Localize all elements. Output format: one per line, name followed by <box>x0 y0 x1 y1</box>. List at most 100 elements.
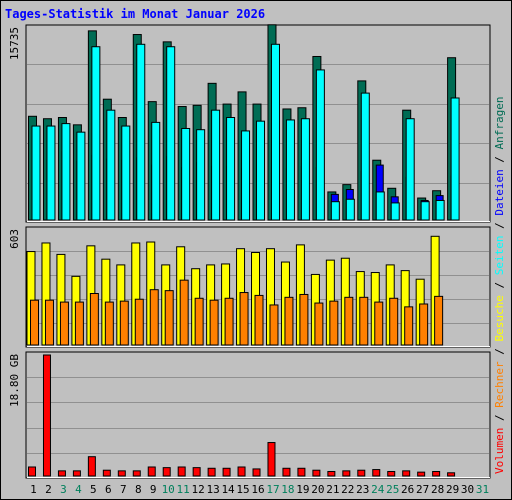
bar-volumen-day-21 <box>327 470 336 477</box>
bar-rechner-day-1 <box>30 299 39 346</box>
x-tick-label-day-14: 14 <box>221 483 235 496</box>
y-axis-max-labels: 15735 603 18.80 GB <box>8 27 21 407</box>
bar-rechner-day-10 <box>164 290 174 346</box>
bar-seiten-day-17 <box>270 43 280 221</box>
x-tick-label-day-12: 12 <box>192 483 205 496</box>
x-tick-label-day-7: 7 <box>120 483 127 496</box>
bar-volumen-day-6 <box>102 469 111 477</box>
x-tick-label-day-27: 27 <box>416 483 429 496</box>
legend-separator: / <box>493 408 506 428</box>
x-axis-tick-labels: 1 2 3 4 5 6 7 8 9 10 11 12 13 14 15 16 17 18 19 20 21 22 23 24 2… <box>30 483 489 496</box>
x-tick-label-day-19: 19 <box>296 483 309 496</box>
bar-volumen-day-4 <box>72 470 81 477</box>
bar-seiten-day-15 <box>241 130 251 221</box>
bar-volumen-day-8 <box>132 470 141 477</box>
x-tick-label-day-16: 16 <box>251 483 264 496</box>
bar-seiten-day-12 <box>196 129 206 221</box>
bar-rechner-day-2 <box>44 299 54 346</box>
y-max-label-hits: 15735 <box>8 27 21 60</box>
bar-volumen-day-14 <box>222 467 231 477</box>
x-tick-label-day-10: 10 <box>162 483 175 496</box>
bar-seiten-day-22 <box>345 198 355 221</box>
bar-seiten-day-11 <box>181 127 191 221</box>
bar-rechner-day-24 <box>374 301 384 346</box>
bar-seiten-day-2 <box>46 125 56 221</box>
bar-volumen-day-20 <box>312 469 321 477</box>
legend-separator: / <box>493 149 506 169</box>
legend-entry-volumen: Volumen <box>493 428 506 474</box>
bar-rechner-day-20 <box>314 302 324 346</box>
bar-seiten-day-3 <box>61 123 71 221</box>
x-tick-label-day-9: 9 <box>150 483 157 496</box>
bar-seiten-day-24 <box>375 191 385 221</box>
bar-rechner-day-11 <box>179 279 189 346</box>
bar-rechner-day-6 <box>104 301 114 346</box>
legend-entry-rechner: Rechner <box>493 361 506 408</box>
bar-rechner-day-17 <box>269 304 279 346</box>
bar-volumen-day-17 <box>267 442 276 477</box>
bar-rechner-day-8 <box>134 298 144 346</box>
x-tick-label-day-26: 26 <box>401 483 414 496</box>
bar-volumen-day-13 <box>207 467 216 477</box>
x-tick-label-day-23: 23 <box>356 483 369 496</box>
x-tick-label-day-31: 31 <box>476 483 489 496</box>
bar-volumen-day-24 <box>372 469 381 477</box>
bar-volumen-day-11 <box>177 466 186 477</box>
bar-rechner-day-22 <box>344 296 354 346</box>
x-tick-label-day-22: 22 <box>341 483 354 496</box>
bar-volumen-day-22 <box>342 470 351 477</box>
bar-rechner-day-3 <box>59 301 69 346</box>
bar-rechner-day-12 <box>194 297 204 346</box>
legend-separator: / <box>493 216 506 236</box>
x-tick-label-day-3: 3 <box>60 483 67 496</box>
bar-rechner-day-21 <box>329 300 339 346</box>
bar-volumen-day-23 <box>357 469 366 477</box>
bar-seiten-day-9 <box>151 121 161 221</box>
panel-visits <box>25 226 491 348</box>
bar-volumen-day-5 <box>87 456 96 477</box>
bar-rechner-day-23 <box>359 296 369 346</box>
bar-seiten-day-6 <box>106 109 116 221</box>
bar-volumen-day-12 <box>192 467 201 477</box>
bar-seiten-day-25 <box>390 202 400 221</box>
x-tick-label-day-1: 1 <box>30 483 37 496</box>
bar-rechner-day-27 <box>419 303 429 346</box>
bar-rechner-day-7 <box>119 300 129 346</box>
x-tick-label-day-28: 28 <box>431 483 444 496</box>
bar-rechner-day-28 <box>434 295 444 346</box>
bar-volumen-day-18 <box>282 467 291 477</box>
y-max-label-visits: 603 <box>8 229 21 249</box>
x-tick-label-day-24: 24 <box>371 483 385 496</box>
bar-seiten-day-27 <box>420 201 430 221</box>
bar-seiten-day-4 <box>76 131 86 221</box>
y-max-label-volume: 18.80 GB <box>8 354 21 407</box>
x-tick-label-day-2: 2 <box>45 483 52 496</box>
bar-seiten-day-21 <box>330 201 340 221</box>
bar-seiten-day-7 <box>121 125 131 221</box>
bar-seiten-day-18 <box>285 119 295 221</box>
right-legend: Volumen / Rechner / Besuche / Seiten / D… <box>493 96 506 474</box>
bar-rechner-day-15 <box>239 292 249 346</box>
bar-seiten-day-1 <box>31 125 41 221</box>
bar-rechner-day-14 <box>224 297 234 346</box>
legend-entry-besuche: Besuche <box>493 295 506 341</box>
legend-entry-anfragen: Anfragen <box>493 96 506 149</box>
bar-volumen-day-28 <box>432 470 441 477</box>
bar-seiten-day-14 <box>226 117 236 221</box>
legend-entry-seiten: Seiten <box>493 236 506 276</box>
x-tick-label-day-6: 6 <box>105 483 112 496</box>
bar-seiten-day-19 <box>300 118 310 221</box>
x-tick-label-day-8: 8 <box>135 483 142 496</box>
bar-seiten-day-23 <box>360 92 370 221</box>
bar-seiten-day-13 <box>211 109 221 221</box>
bar-volumen-day-26 <box>402 470 411 477</box>
x-tick-label-day-30: 30 <box>461 483 474 496</box>
bar-seiten-day-8 <box>136 43 146 221</box>
x-tick-label-day-18: 18 <box>281 483 294 496</box>
bar-seiten-day-26 <box>405 118 415 221</box>
bar-seiten-day-28 <box>435 199 445 221</box>
bar-seiten-day-16 <box>256 120 266 221</box>
panel-hits <box>25 24 491 223</box>
